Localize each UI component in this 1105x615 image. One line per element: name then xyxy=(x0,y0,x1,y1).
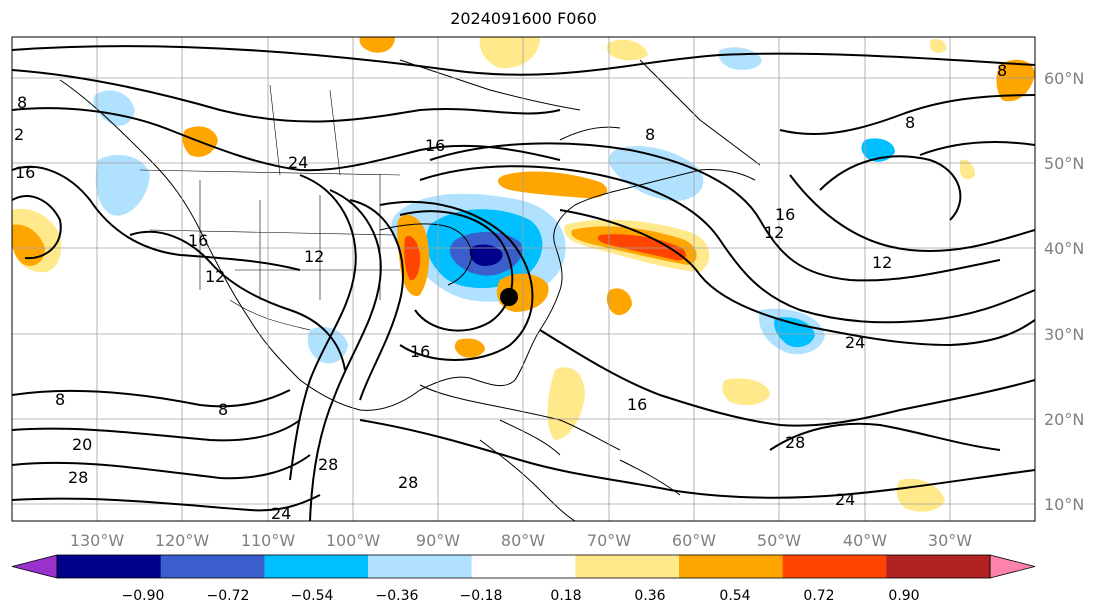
contour-label: 16 xyxy=(188,231,208,250)
lon-label: 130°W xyxy=(70,531,125,550)
colorbar-segment xyxy=(264,555,369,578)
coastlines xyxy=(59,59,761,521)
contour-label: 2 xyxy=(14,125,24,144)
contour-label: 16 xyxy=(410,342,430,361)
colorbar-tick: −0.72 xyxy=(207,588,250,604)
lat-label: 20°N xyxy=(1044,410,1084,429)
colorbar-tick: 0.18 xyxy=(550,588,581,604)
contour-label: 24 xyxy=(835,490,855,509)
latitude-axis: 60°N 50°N 40°N 30°N 20°N 10°N xyxy=(1044,69,1084,514)
lon-label: 70°W xyxy=(587,531,631,550)
contour-label: 12 xyxy=(872,253,892,272)
colorbar-tick: −0.18 xyxy=(460,588,503,604)
colorbar-tick: 0.90 xyxy=(888,588,919,604)
colorbar-segments xyxy=(11,554,1036,579)
colorbar-tick: 0.72 xyxy=(803,588,834,604)
contour-lines xyxy=(12,45,1035,521)
colorbar-segment xyxy=(57,555,162,578)
storm-center-marker xyxy=(500,288,518,306)
colorbar-tick: 0.54 xyxy=(719,588,750,604)
map-title: 2024091600 F060 xyxy=(450,9,597,28)
lon-label: 50°W xyxy=(757,531,801,550)
colorbar-segment xyxy=(782,555,887,578)
colorbar-extend-high xyxy=(989,554,1036,579)
contour-label: 8 xyxy=(645,125,655,144)
lat-label: 10°N xyxy=(1044,495,1084,514)
contour-label: 12 xyxy=(304,247,324,266)
contour-label: 8 xyxy=(55,390,65,409)
contour-label: 28 xyxy=(785,433,805,452)
lon-label: 90°W xyxy=(416,531,460,550)
colorbar-tick: 0.36 xyxy=(634,588,665,604)
contour-label: 8 xyxy=(17,93,27,112)
colorbar-segment xyxy=(886,555,991,578)
contour-label: 8 xyxy=(905,113,915,132)
contour-label: 8 xyxy=(218,400,228,419)
contour-label: 24 xyxy=(271,504,291,523)
lon-label: 80°W xyxy=(501,531,545,550)
colorbar: −0.90 −0.72 −0.54 −0.36 −0.18 0.18 0.36 … xyxy=(11,554,1036,604)
lon-label: 100°W xyxy=(326,531,381,550)
contour-label: 24 xyxy=(288,153,308,172)
lat-label: 40°N xyxy=(1044,239,1084,258)
lon-label: 60°W xyxy=(672,531,716,550)
contour-label: 8 xyxy=(997,61,1007,80)
colorbar-extend-low xyxy=(11,554,58,579)
contour-label: 12 xyxy=(764,223,784,242)
contour-label: 16 xyxy=(425,136,445,155)
contour-label: 12 xyxy=(205,267,225,286)
contour-label: 28 xyxy=(318,455,338,474)
lon-label: 40°W xyxy=(843,531,887,550)
plot-frame xyxy=(11,36,1036,522)
contour-label: 20 xyxy=(72,435,92,454)
colorbar-segment xyxy=(575,555,680,578)
colorbar-segment xyxy=(160,555,265,578)
colorbar-tick: −0.54 xyxy=(291,588,334,604)
colorbar-ticks: −0.90 −0.72 −0.54 −0.36 −0.18 0.18 0.36 … xyxy=(122,588,920,604)
shading-layer xyxy=(12,37,1035,512)
lat-label: 60°N xyxy=(1044,69,1084,88)
colorbar-segment xyxy=(679,555,784,578)
contour-label: 16 xyxy=(627,395,647,414)
lon-label: 30°W xyxy=(928,531,972,550)
lon-label: 120°W xyxy=(155,531,210,550)
contour-label: 28 xyxy=(68,468,88,487)
colorbar-segment xyxy=(368,555,473,578)
longitude-axis: 130°W 120°W 110°W 100°W 90°W 80°W 70°W 6… xyxy=(70,531,972,550)
contour-label: 28 xyxy=(398,473,418,492)
contour-label: 24 xyxy=(845,333,865,352)
political-borders xyxy=(139,84,401,331)
contour-label: 16 xyxy=(775,205,795,224)
colorbar-segment xyxy=(471,555,576,578)
contour-label-layer: 8 16 24 12 16 12 8 8 16 20 28 24 28 28 1… xyxy=(14,61,1007,523)
lon-label: 110°W xyxy=(241,531,296,550)
colorbar-frame xyxy=(56,554,991,579)
colorbar-tick: −0.90 xyxy=(122,588,165,604)
lat-label: 30°N xyxy=(1044,325,1084,344)
colorbar-tick: −0.36 xyxy=(376,588,419,604)
map-layers: 8 16 24 12 16 12 8 8 16 20 28 24 28 28 1… xyxy=(12,37,1035,523)
contour-label: 16 xyxy=(15,163,35,182)
lat-label: 50°N xyxy=(1044,154,1084,173)
